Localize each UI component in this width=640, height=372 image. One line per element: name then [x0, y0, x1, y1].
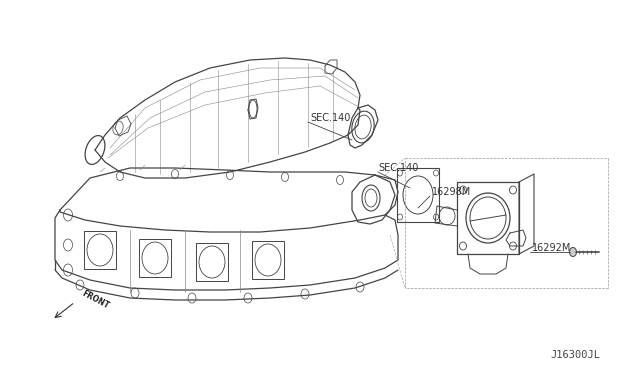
- Text: SEC.140: SEC.140: [310, 113, 350, 123]
- Text: 16292M: 16292M: [532, 243, 572, 253]
- Text: FRONT: FRONT: [80, 289, 110, 311]
- Text: 16298M: 16298M: [432, 187, 471, 197]
- Text: SEC.140: SEC.140: [378, 163, 419, 173]
- Ellipse shape: [570, 247, 577, 257]
- Text: J16300JL: J16300JL: [550, 350, 600, 360]
